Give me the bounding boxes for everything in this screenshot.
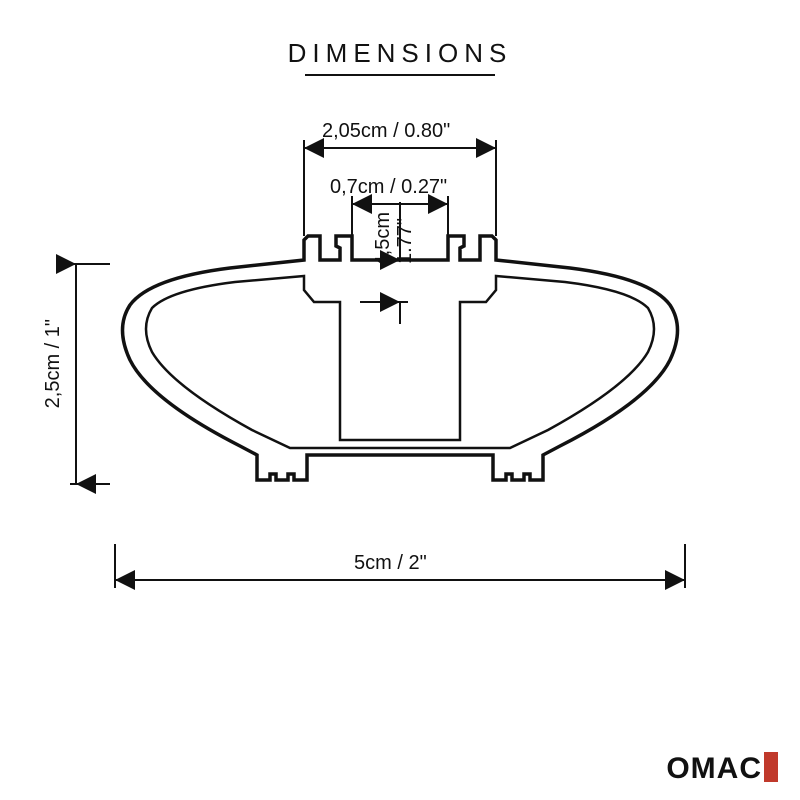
dimension-overall-height [70, 264, 110, 484]
label-slot-gap: 0,7cm / 0.27" [330, 176, 447, 199]
profile-outer [123, 236, 678, 480]
label-overall-width: 5cm / 2" [354, 552, 427, 575]
brand-accent [764, 752, 778, 782]
label-overall-height: 2,5cm / 1" [42, 319, 65, 408]
brand-logo: OMAC [666, 752, 778, 786]
label-slot-outer: 2,05cm / 0.80" [322, 120, 450, 143]
brand-text: OMAC [666, 752, 762, 785]
label-channel-depth-cm: 4,5cm [372, 212, 395, 266]
label-channel-depth-in: 1.77" [394, 218, 417, 264]
